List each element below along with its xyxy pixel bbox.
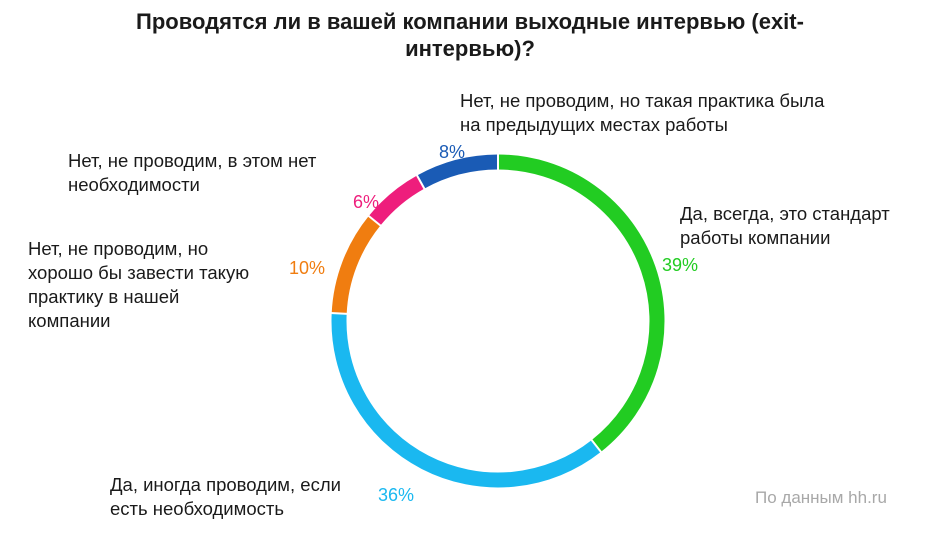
label-yes-always: Да, всегда, это стандарт работы компании <box>680 203 890 248</box>
slice-yes-always <box>497 154 665 452</box>
label-yes-sometimes: Да, иногда проводим, если есть необходим… <box>110 474 341 519</box>
slice-separator <box>367 214 382 227</box>
value-label-no-not-needed: 6% <box>353 192 380 212</box>
slice-separator <box>415 174 426 190</box>
slice-no-but-would-like <box>331 216 381 314</box>
value-label-yes-always: 39% <box>662 255 699 275</box>
value-label-no-previous-jobs: 8% <box>439 142 466 162</box>
value-label-no-but-would-like: 10% <box>289 258 326 278</box>
slice-separator <box>590 438 603 454</box>
slice-no-previous-jobs <box>417 154 499 189</box>
label-no-not-needed: Нет, не проводим, в этом нет необходимос… <box>68 150 317 195</box>
source-note: По данным hh.ru <box>755 488 887 507</box>
value-label-yes-sometimes: 36% <box>378 485 415 505</box>
slice-yes-sometimes <box>331 313 601 488</box>
label-no-but-would-like: Нет, не проводим, но хорошо бы завести т… <box>28 238 250 331</box>
slice-separator <box>330 312 348 315</box>
chart-title: Проводятся ли в вашей компании выходные … <box>60 8 880 62</box>
label-no-previous-jobs: Нет, не проводим, но такая практика была… <box>460 90 825 135</box>
chart-title-line-2: интервью)? <box>405 36 535 61</box>
slice-no-not-needed <box>368 175 425 226</box>
chart-title-line-1: Проводятся ли в вашей компании выходные … <box>136 9 804 34</box>
